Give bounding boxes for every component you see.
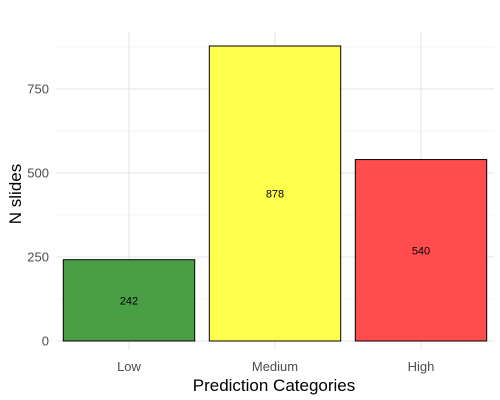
y-tick-label: 250 bbox=[27, 250, 49, 265]
bars bbox=[62, 45, 488, 342]
x-tick-label-high: High bbox=[408, 359, 435, 374]
x-tick-label-medium: Medium bbox=[252, 359, 298, 374]
data-labels: 242 878 540 bbox=[120, 188, 430, 307]
x-axis-title: Prediction Categories bbox=[193, 376, 356, 395]
data-label-low: 242 bbox=[120, 295, 138, 307]
data-label-high: 540 bbox=[412, 245, 430, 257]
bar-medium bbox=[208, 45, 342, 342]
y-axis-ticks: 0 250 500 750 bbox=[27, 82, 49, 349]
y-tick-label: 500 bbox=[27, 166, 49, 181]
data-label-medium: 878 bbox=[266, 188, 284, 200]
y-tick-label: 0 bbox=[42, 334, 49, 349]
y-tick-label: 750 bbox=[27, 82, 49, 97]
bar-low bbox=[62, 259, 196, 342]
x-axis-ticks: Low Medium High bbox=[117, 359, 434, 374]
bar-high bbox=[354, 159, 488, 342]
x-tick-label-low: Low bbox=[117, 359, 141, 374]
y-axis-title: N slides bbox=[6, 164, 25, 224]
